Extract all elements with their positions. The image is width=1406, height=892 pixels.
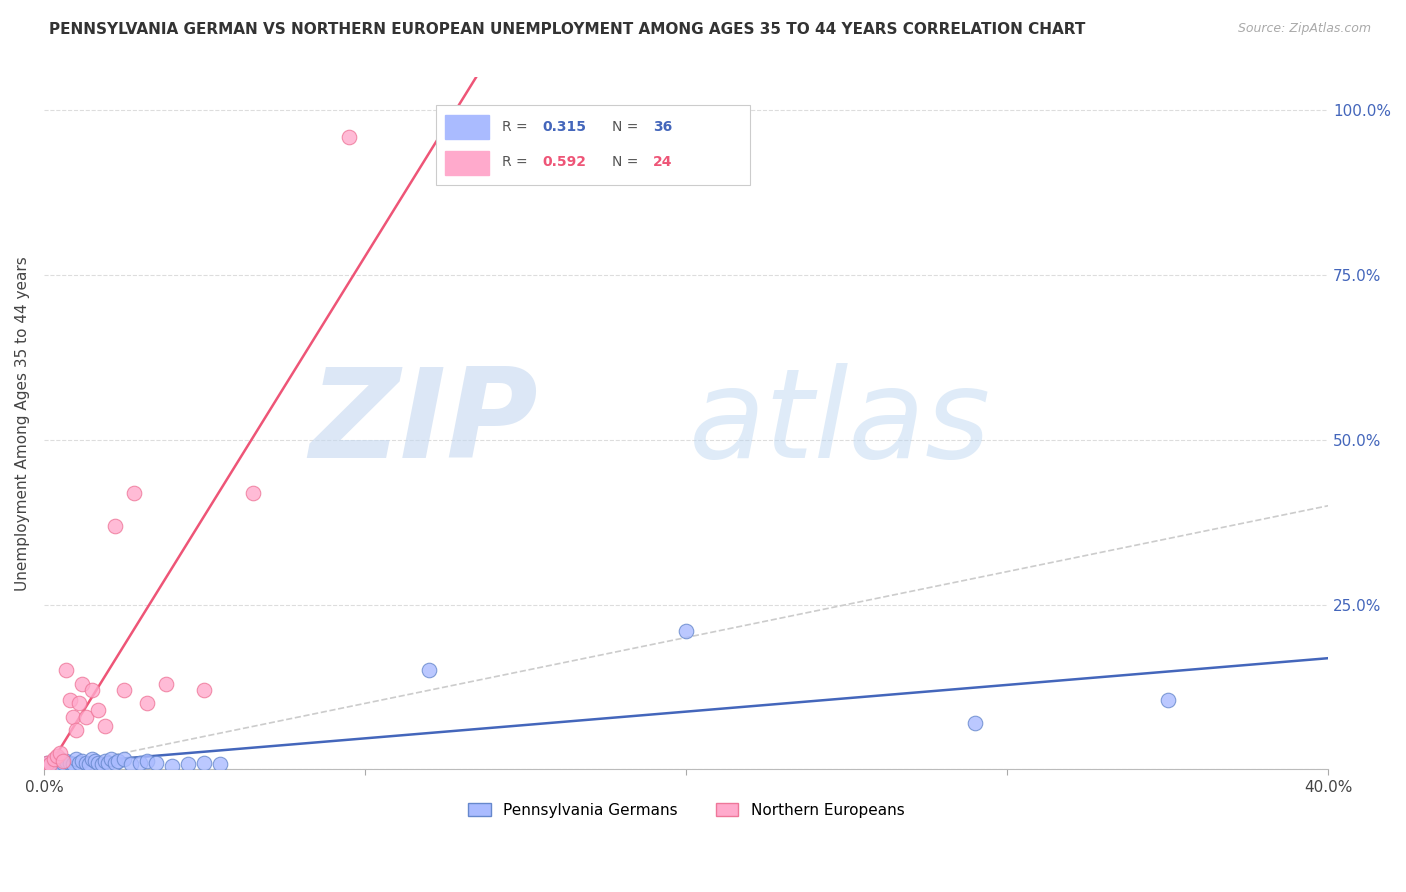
Y-axis label: Unemployment Among Ages 35 to 44 years: Unemployment Among Ages 35 to 44 years	[15, 256, 30, 591]
Point	[87, 703, 110, 717]
Text: Source: ZipAtlas.com: Source: ZipAtlas.com	[1237, 22, 1371, 36]
Point	[90, 757, 112, 772]
Point	[42, 752, 65, 766]
Point	[112, 752, 135, 766]
Point	[87, 756, 110, 770]
Point	[97, 756, 120, 770]
Point	[39, 757, 62, 772]
Point	[45, 759, 67, 773]
Point	[418, 664, 440, 678]
Point	[62, 709, 84, 723]
Legend: Pennsylvania Germans, Northern Europeans: Pennsylvania Germans, Northern Europeans	[461, 797, 911, 824]
Point	[80, 752, 103, 766]
Point	[49, 746, 72, 760]
Point	[120, 757, 142, 772]
Point	[107, 755, 129, 769]
Point	[84, 755, 107, 769]
Point	[75, 756, 97, 770]
Point	[242, 485, 264, 500]
Text: ZIP: ZIP	[309, 363, 538, 483]
Point	[80, 683, 103, 698]
Point	[72, 676, 94, 690]
Point	[67, 697, 90, 711]
Point	[58, 693, 80, 707]
Point	[94, 719, 117, 733]
Point	[103, 518, 125, 533]
Point	[77, 757, 100, 772]
Point	[45, 749, 67, 764]
Point	[963, 716, 986, 731]
Point	[94, 755, 117, 769]
Point	[52, 755, 75, 769]
Point	[35, 756, 58, 770]
Point	[209, 757, 232, 772]
Point	[675, 624, 697, 638]
Text: PENNSYLVANIA GERMAN VS NORTHERN EUROPEAN UNEMPLOYMENT AMONG AGES 35 TO 44 YEARS : PENNSYLVANIA GERMAN VS NORTHERN EUROPEAN…	[49, 22, 1085, 37]
Point	[65, 723, 87, 737]
Point	[62, 757, 84, 772]
Point	[145, 756, 167, 770]
Point	[52, 756, 75, 770]
Point	[122, 485, 145, 500]
Point	[193, 756, 215, 770]
Point	[55, 664, 77, 678]
Point	[39, 757, 62, 772]
Point	[103, 756, 125, 770]
Point	[55, 755, 77, 769]
Point	[135, 697, 157, 711]
Text: atlas: atlas	[689, 363, 991, 483]
Point	[42, 755, 65, 769]
Point	[177, 757, 200, 772]
Point	[193, 683, 215, 698]
Point	[162, 759, 184, 773]
Point	[1156, 693, 1178, 707]
Point	[112, 683, 135, 698]
Point	[35, 756, 58, 770]
Point	[337, 129, 360, 144]
Point	[49, 752, 72, 766]
Point	[155, 676, 177, 690]
Point	[67, 756, 90, 770]
Point	[75, 709, 97, 723]
Point	[72, 755, 94, 769]
Point	[58, 756, 80, 770]
Point	[100, 752, 122, 766]
Point	[65, 752, 87, 766]
Point	[135, 755, 157, 769]
Point	[129, 756, 152, 770]
